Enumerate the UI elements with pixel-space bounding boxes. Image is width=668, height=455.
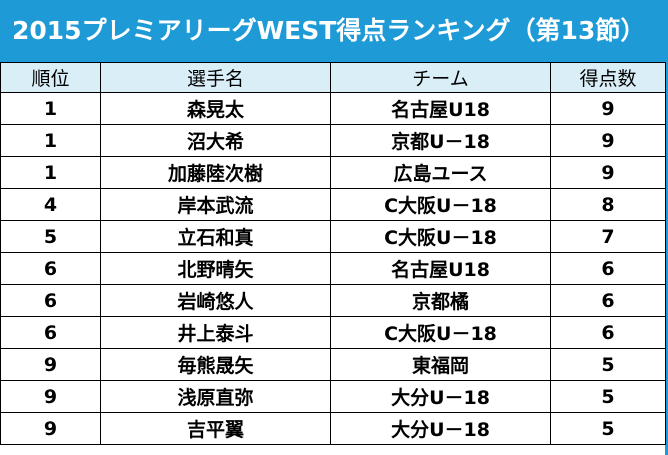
table-row: 1 沼大希 京都U－18 9	[0, 124, 666, 157]
goals-cell: 5	[550, 348, 666, 381]
player-cell: 森晃太	[100, 92, 331, 125]
table-row: 9 浅原直弥 大分U－18 5	[0, 380, 666, 413]
goals-cell: 5	[550, 380, 666, 413]
header-cell: 得点数	[550, 62, 666, 93]
goals-cell: 7	[550, 220, 666, 253]
player-cell: 北野晴矢	[100, 252, 331, 285]
rank-cell: 6	[0, 284, 101, 317]
goals-cell: 9	[550, 92, 666, 125]
rank-cell: 6	[0, 316, 101, 349]
team-cell: 東福岡	[330, 348, 551, 381]
header-cell: 順位	[0, 62, 101, 93]
goals-cell: 8	[550, 188, 666, 221]
rank-cell: 9	[0, 412, 101, 445]
goals-cell: 6	[550, 284, 666, 317]
player-cell: 岸本武流	[100, 188, 331, 221]
rank-cell: 1	[0, 124, 101, 157]
table-row: 9 吉平翼 大分U－18 5	[0, 412, 666, 445]
table-row: 6 北野晴矢 名古屋U18 6	[0, 252, 666, 285]
table-row: 1 森晃太 名古屋U18 9	[0, 92, 666, 125]
table-row: 9 毎熊晟矢 東福岡 5	[0, 348, 666, 381]
player-cell: 吉平翼	[100, 412, 331, 445]
team-cell: 名古屋U18	[330, 92, 551, 125]
player-cell: 加藤陸次樹	[100, 156, 331, 189]
goals-cell: 9	[550, 156, 666, 189]
rank-cell: 4	[0, 188, 101, 221]
player-cell: 岩崎悠人	[100, 284, 331, 317]
team-cell: C大阪U－18	[330, 220, 551, 253]
team-cell: 京都橘	[330, 284, 551, 317]
goals-cell: 6	[550, 316, 666, 349]
rank-cell: 1	[0, 156, 101, 189]
player-cell: 立石和真	[100, 220, 331, 253]
ranking-table: 順位 選手名 チーム 得点数 1 森晃太 名古屋U18 9 1 沼大希 京都U－18 9 1 加藤…	[0, 62, 666, 445]
player-cell: 沼大希	[100, 124, 331, 157]
player-cell: 井上泰斗	[100, 316, 331, 349]
table-row: 1 加藤陸次樹 広島ユース 9	[0, 156, 666, 189]
table-row: 5 立石和真 C大阪U－18 7	[0, 220, 666, 253]
table-row: 4 岸本武流 C大阪U－18 8	[0, 188, 666, 221]
team-cell: 京都U－18	[330, 124, 551, 157]
table-row: 6 岩崎悠人 京都橘 6	[0, 284, 666, 317]
header-cell: 選手名	[100, 62, 331, 93]
rank-cell: 6	[0, 252, 101, 285]
rank-cell: 1	[0, 92, 101, 125]
rank-cell: 9	[0, 380, 101, 413]
team-cell: C大阪U－18	[330, 188, 551, 221]
goals-cell: 6	[550, 252, 666, 285]
title: 2015プレミアリーグWEST得点ランキング（第13節）	[0, 0, 665, 62]
rank-cell: 5	[0, 220, 101, 253]
rank-cell: 9	[0, 348, 101, 381]
team-cell: C大阪U－18	[330, 316, 551, 349]
table-body: 1 森晃太 名古屋U18 9 1 沼大希 京都U－18 9 1 加藤陸次樹 広島ユース 9 4 岸本武流 C…	[0, 92, 666, 445]
table-row: 6 井上泰斗 C大阪U－18 6	[0, 316, 666, 349]
player-cell: 浅原直弥	[100, 380, 331, 413]
header-cell: チーム	[330, 62, 551, 93]
team-cell: 大分U－18	[330, 380, 551, 413]
team-cell: 広島ユース	[330, 156, 551, 189]
header-row: 順位 選手名 チーム 得点数	[0, 62, 666, 93]
team-cell: 名古屋U18	[330, 252, 551, 285]
goals-cell: 5	[550, 412, 666, 445]
goals-cell: 9	[550, 124, 666, 157]
team-cell: 大分U－18	[330, 412, 551, 445]
player-cell: 毎熊晟矢	[100, 348, 331, 381]
